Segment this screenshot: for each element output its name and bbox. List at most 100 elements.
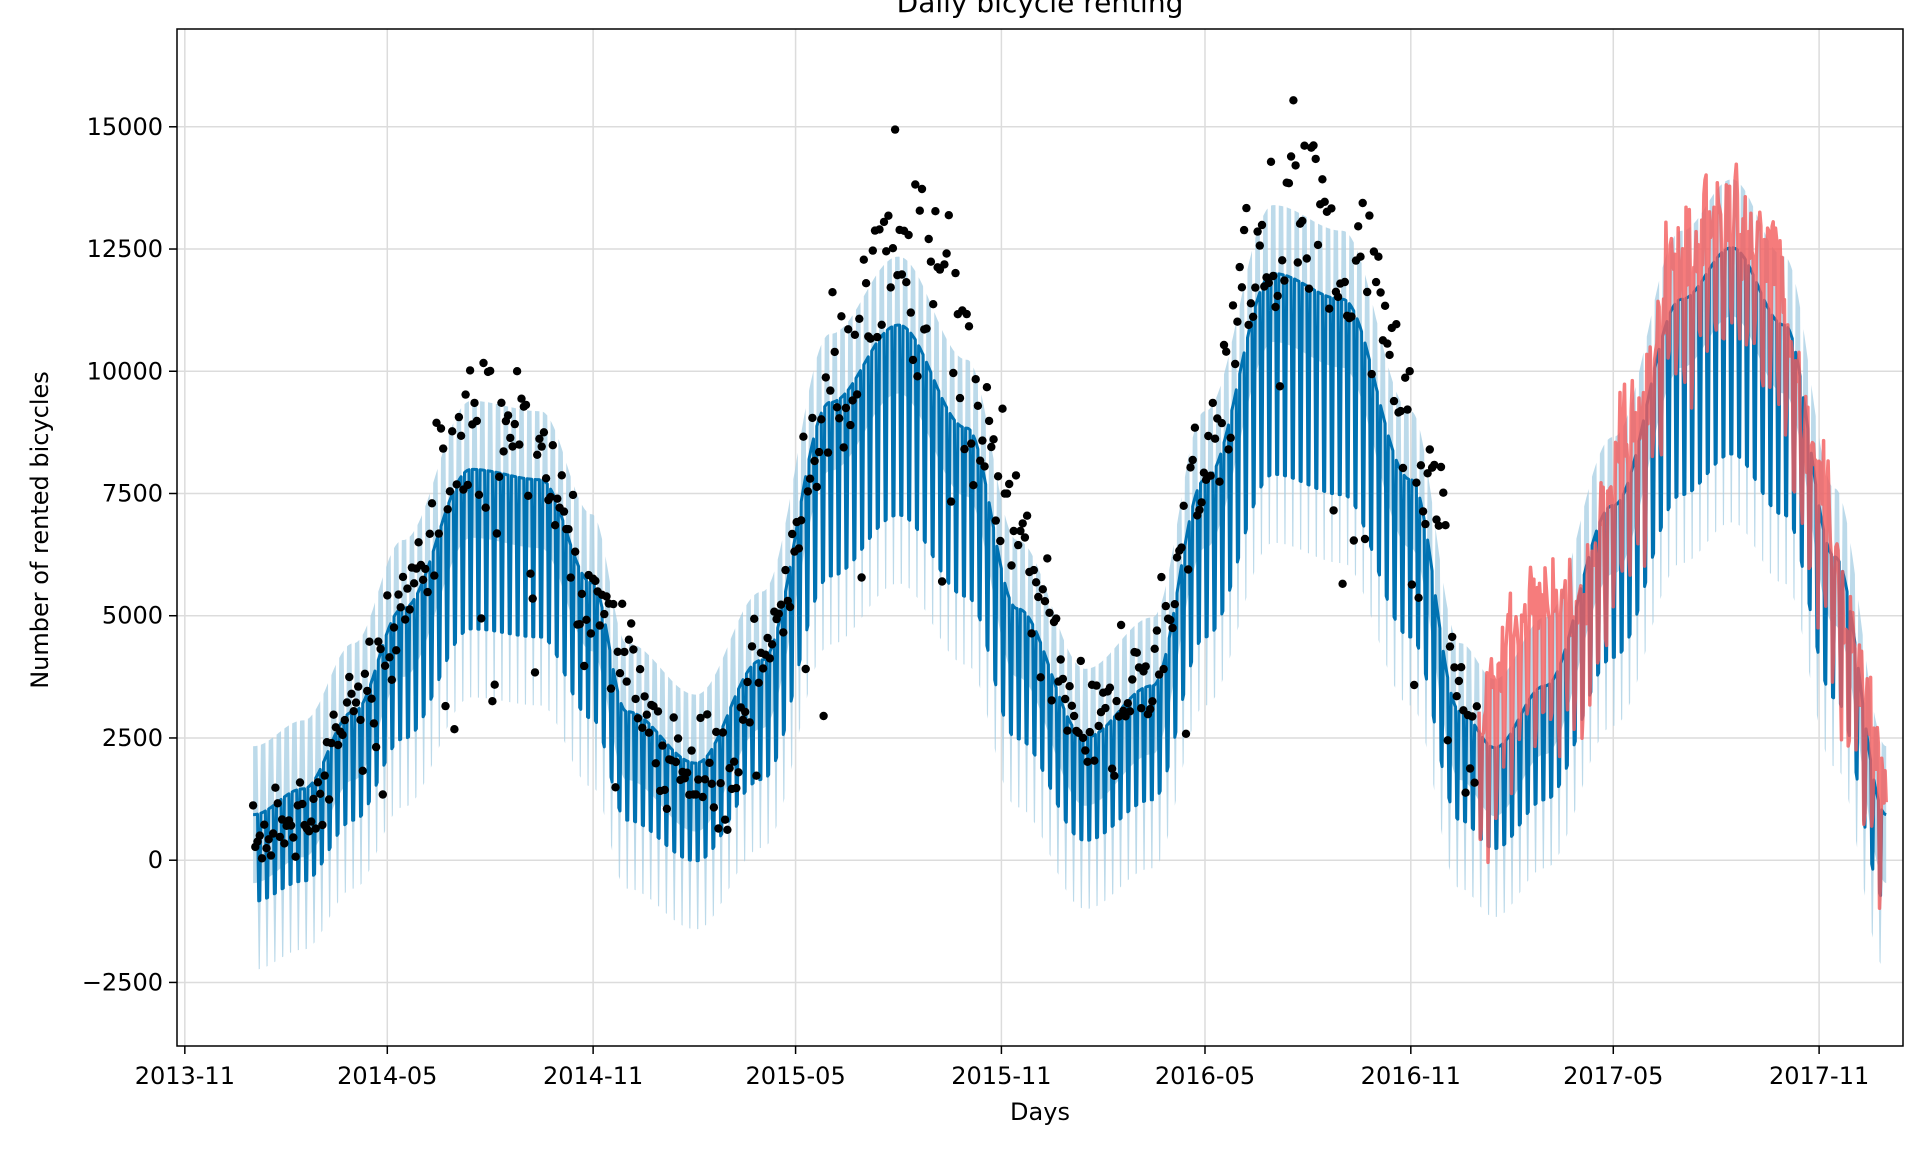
observed-point: [443, 505, 452, 514]
observed-point: [255, 831, 264, 840]
observed-point: [470, 398, 479, 408]
observed-point: [387, 675, 396, 684]
observed-point: [1107, 764, 1117, 773]
observed-point: [546, 492, 555, 502]
observed-point: [298, 799, 307, 809]
observed-point: [1132, 648, 1142, 657]
observed-point: [1269, 271, 1278, 281]
observed-point: [709, 803, 719, 812]
observed-point: [499, 447, 508, 456]
observed-point: [376, 644, 385, 654]
observed-point: [1065, 682, 1074, 691]
observed-point: [738, 715, 748, 724]
observed-point: [998, 404, 1007, 413]
fitted-forecast-line: [252, 246, 1887, 903]
observed-point: [931, 207, 940, 216]
observed-point: [1195, 505, 1204, 515]
observed-point: [1157, 572, 1166, 582]
observed-point: [1280, 276, 1289, 285]
observed-point: [1215, 477, 1224, 486]
observed-point: [427, 499, 437, 508]
observed-point: [1233, 317, 1242, 326]
observed-point: [732, 783, 741, 793]
observed-point: [942, 249, 951, 258]
x-tick-label: 2017-11: [1769, 1062, 1869, 1090]
observed-point: [962, 309, 971, 319]
observed-point: [767, 640, 777, 649]
observed-point: [1309, 141, 1318, 150]
observed-point: [450, 725, 459, 734]
observed-point: [703, 710, 712, 719]
observed-point: [1414, 593, 1423, 602]
observed-point: [510, 419, 519, 429]
observed-point: [1347, 312, 1356, 321]
observed-point: [1356, 252, 1365, 261]
fitted-series-line: [252, 246, 1887, 903]
observed-point: [1036, 673, 1045, 682]
observed-point: [653, 707, 663, 716]
observed-point: [991, 516, 1000, 525]
observed-point: [1056, 655, 1065, 664]
observed-point: [955, 393, 965, 403]
observed-point: [474, 490, 484, 499]
observed-point: [660, 785, 669, 795]
x-tick-label: 2014-05: [337, 1062, 437, 1090]
observed-point: [1325, 304, 1334, 313]
observed-point: [347, 689, 356, 698]
y-tick-label: 7500: [102, 479, 163, 507]
observed-point: [821, 373, 830, 382]
observed-point: [971, 375, 980, 384]
observed-point: [1137, 704, 1146, 713]
observed-point: [926, 257, 936, 266]
x-tick-label: 2014-11: [543, 1062, 643, 1090]
observed-point: [1125, 707, 1135, 716]
observed-point: [533, 450, 542, 459]
observed-point: [318, 820, 327, 830]
observed-point: [273, 799, 282, 808]
observed-point: [1461, 788, 1470, 797]
observed-point: [700, 775, 710, 784]
observed-point: [1014, 540, 1023, 550]
observed-point: [618, 599, 627, 608]
observed-point: [1251, 283, 1260, 292]
observed-point: [819, 711, 828, 721]
observed-point: [1007, 561, 1016, 570]
observed-point: [401, 615, 410, 624]
observed-point: [1275, 382, 1285, 391]
observed-point: [929, 300, 938, 309]
observed-point: [354, 682, 363, 691]
observed-point: [1416, 461, 1426, 470]
observed-point: [828, 288, 837, 297]
observed-point: [1018, 519, 1027, 528]
observed-point: [333, 740, 343, 750]
observed-point: [1439, 488, 1448, 497]
observed-point: [1300, 141, 1309, 150]
observed-point: [763, 633, 772, 643]
observed-point: [716, 779, 725, 788]
observed-point: [1383, 339, 1392, 348]
observed-point: [978, 436, 987, 445]
observed-point: [1045, 608, 1054, 617]
observed-point: [1434, 521, 1444, 530]
observed-point: [454, 412, 464, 422]
observed-point: [378, 790, 387, 799]
actual-series-line: [1477, 162, 1888, 911]
observed-point: [257, 854, 267, 863]
observed-point: [808, 413, 817, 423]
observed-point: [436, 424, 446, 433]
observed-point: [506, 433, 515, 443]
observed-point: [1067, 701, 1077, 710]
observed-point: [448, 427, 457, 436]
observed-point: [823, 448, 833, 457]
observed-point: [673, 734, 683, 743]
observed-point: [788, 529, 797, 539]
observed-point: [884, 211, 893, 220]
observed-point: [383, 591, 392, 600]
observed-point: [582, 615, 591, 624]
observed-point: [1224, 445, 1233, 454]
observed-point: [340, 715, 349, 725]
observed-point: [1179, 501, 1188, 510]
observed-point: [691, 790, 701, 799]
observed-point: [888, 244, 898, 253]
observed-point: [342, 698, 352, 707]
